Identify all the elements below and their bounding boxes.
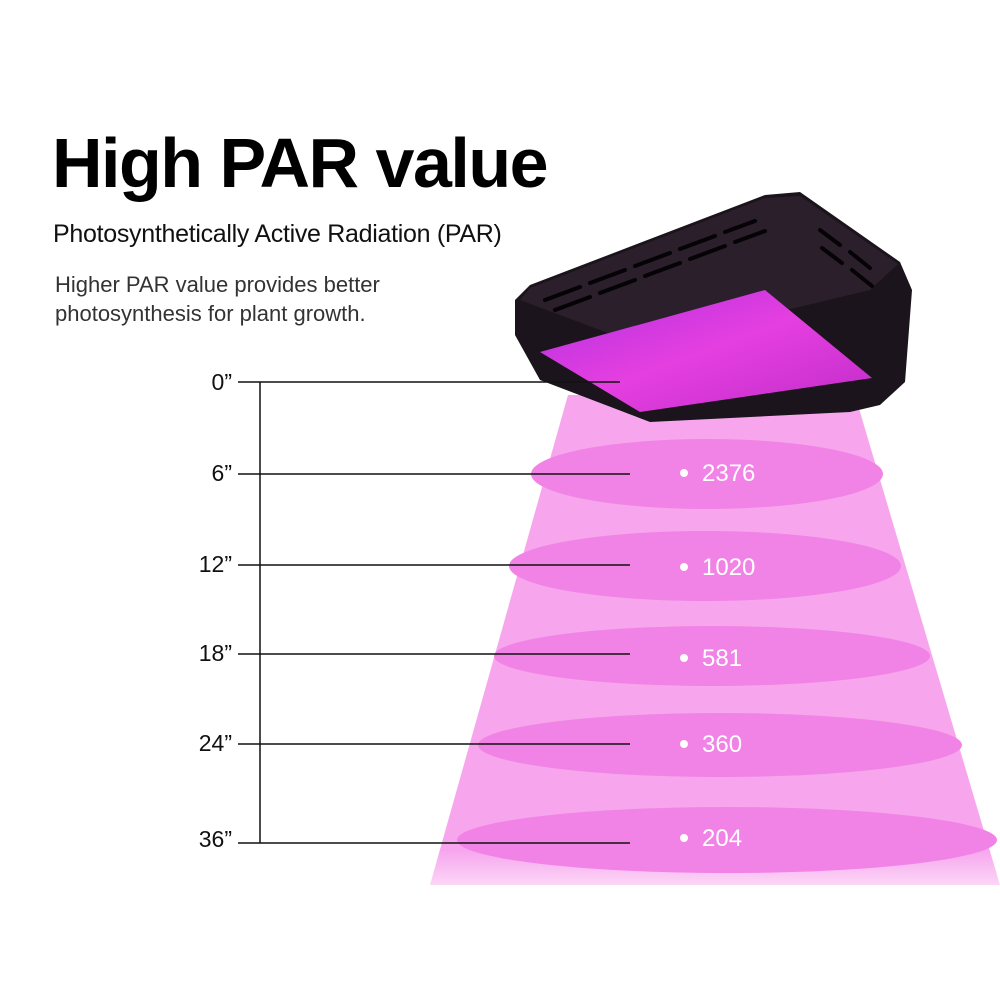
distance-label: 12” <box>198 551 232 577</box>
subtitle: Photosynthetically Active Radiation (PAR… <box>53 220 502 248</box>
par-value: 2376 <box>680 460 755 488</box>
par-value: 581 <box>680 645 742 673</box>
description-line: photosynthesis for plant growth. <box>55 301 366 326</box>
page-title: High PAR value <box>52 124 549 202</box>
led-panel <box>540 290 872 412</box>
distance-label: 6” <box>211 460 232 486</box>
distance-label: 18” <box>198 640 232 666</box>
par-value: 204 <box>680 825 742 853</box>
distance-scale <box>238 381 630 844</box>
par-value: 360 <box>680 731 742 759</box>
par-value: 1020 <box>680 554 755 582</box>
distance-label: 0” <box>211 369 232 395</box>
grow-light-fixture <box>515 192 912 422</box>
distance-label: 36” <box>198 826 232 852</box>
description-line: Higher PAR value provides better <box>55 272 380 297</box>
distance-label: 24” <box>198 730 232 756</box>
description: Higher PAR value provides better photosy… <box>55 270 380 328</box>
